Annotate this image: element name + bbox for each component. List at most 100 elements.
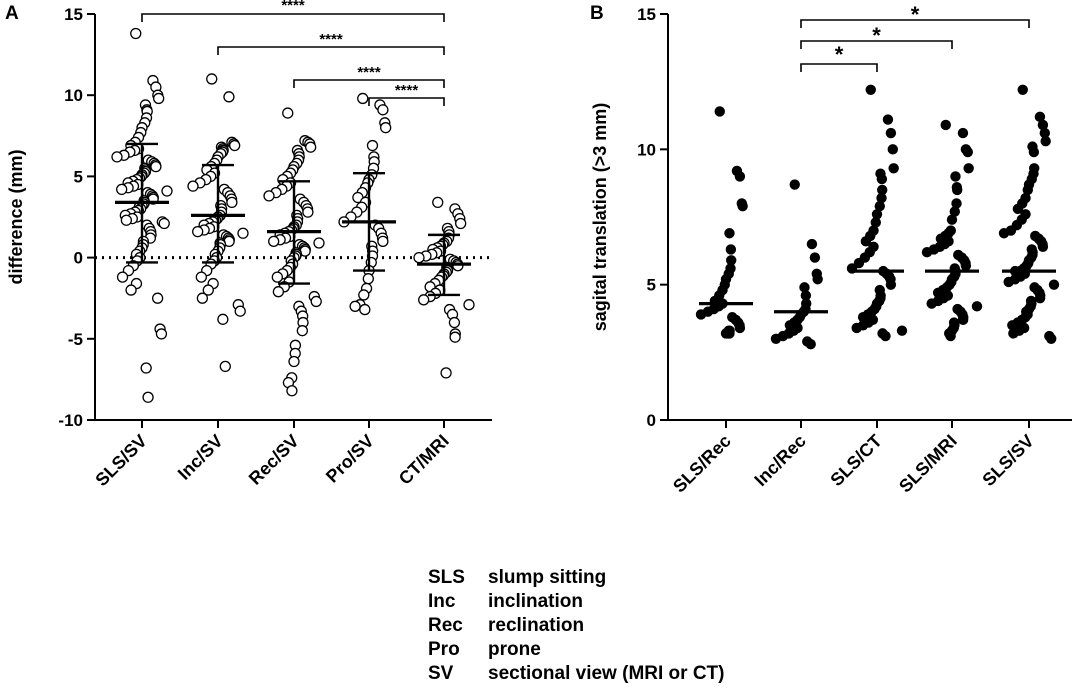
data-point (870, 217, 881, 228)
significance-label: * (872, 23, 881, 48)
data-point (418, 294, 430, 306)
data-point (1008, 328, 1019, 339)
data-point (1034, 293, 1046, 304)
data-point (714, 106, 725, 117)
data-point (871, 209, 883, 220)
legend-abbr: Pro (428, 639, 460, 660)
data-point (1034, 111, 1046, 123)
data-point (305, 141, 317, 153)
y-tick-label: 5 (647, 276, 656, 295)
data-point (377, 235, 389, 248)
legend-abbr: Inc (428, 591, 456, 612)
data-point (161, 185, 173, 197)
x-tick-label: Inc/SV (174, 431, 227, 484)
significance-bracket (368, 97, 445, 106)
y-tick-label: 10 (64, 86, 83, 105)
legend-abbr: SV (428, 663, 454, 684)
y-tick-label: 10 (637, 140, 656, 159)
data-point (413, 251, 425, 264)
data-point (887, 144, 898, 155)
data-point (1003, 276, 1014, 288)
data-point (800, 290, 812, 301)
data-point (362, 273, 374, 285)
legend-abbr: SLS (428, 567, 465, 588)
data-point (271, 271, 283, 283)
data-point (1017, 84, 1028, 95)
x-tick-label: CT/MRI (395, 431, 453, 489)
data-point (951, 198, 962, 209)
data-point (962, 146, 973, 158)
significance-bracket (800, 40, 953, 49)
data-point (1040, 136, 1051, 147)
data-point (885, 127, 897, 139)
data-point (865, 84, 876, 95)
x-tick-label: Inc/Rec (750, 431, 809, 490)
y-tick-label: 5 (74, 167, 83, 186)
data-point (877, 184, 888, 196)
data-point (885, 279, 897, 290)
data-point (286, 385, 298, 397)
data-point (896, 325, 908, 336)
data-point (888, 163, 899, 174)
data-point (725, 244, 737, 255)
data-point (880, 330, 891, 342)
y-tick-label: 15 (64, 5, 83, 24)
significance-label: **** (395, 82, 419, 99)
data-point (448, 316, 461, 329)
data-point (971, 301, 983, 312)
significance-bracket (141, 13, 445, 22)
data-point (192, 225, 204, 238)
data-point (366, 139, 379, 152)
data-point (1012, 203, 1024, 215)
data-point (234, 305, 246, 317)
data-point (734, 171, 746, 182)
data-point (455, 217, 467, 230)
data-point (432, 196, 444, 209)
x-tick-label: SLS/SV (978, 431, 1037, 490)
y-axis-title: difference (mm) (6, 149, 26, 284)
data-point (463, 299, 475, 311)
legend-desc: reclination (488, 615, 585, 636)
legend-desc: slump sitting (488, 567, 607, 588)
data-point (946, 214, 958, 225)
significance-label: **** (281, 0, 305, 14)
data-point (155, 328, 168, 340)
data-point (130, 27, 142, 40)
data-point (1022, 184, 1033, 196)
y-tick-label: 15 (637, 5, 656, 24)
data-point (860, 236, 872, 247)
data-point (806, 238, 818, 250)
data-point (940, 119, 951, 131)
data-point (111, 151, 123, 163)
legend-desc: prone (488, 639, 541, 660)
data-point (737, 200, 748, 212)
data-point (223, 91, 235, 103)
legend-desc: inclination (488, 591, 583, 612)
x-tick-label: SLS/Rec (669, 431, 735, 497)
data-point (226, 196, 238, 209)
data-point (805, 339, 816, 350)
data-point (949, 206, 960, 217)
data-point (950, 171, 961, 182)
data-point (957, 127, 969, 139)
data-point (359, 303, 371, 316)
panel-label: B (590, 3, 604, 24)
x-tick-label: Rec/SV (245, 431, 303, 489)
data-point (1037, 241, 1049, 252)
data-point (296, 325, 308, 337)
data-point (720, 328, 732, 339)
data-point (195, 271, 207, 283)
data-point (1046, 333, 1057, 344)
data-point (377, 104, 389, 116)
data-point (1037, 119, 1049, 131)
y-tick-label: 0 (74, 249, 83, 268)
data-point (882, 114, 894, 125)
data-point (120, 214, 133, 226)
data-point (302, 206, 314, 218)
y-tick-label: -5 (68, 330, 83, 349)
data-point (440, 367, 452, 379)
y-tick-label: -10 (58, 411, 83, 430)
data-point (957, 314, 969, 326)
data-point (1039, 127, 1050, 139)
significance-label: **** (319, 31, 343, 48)
